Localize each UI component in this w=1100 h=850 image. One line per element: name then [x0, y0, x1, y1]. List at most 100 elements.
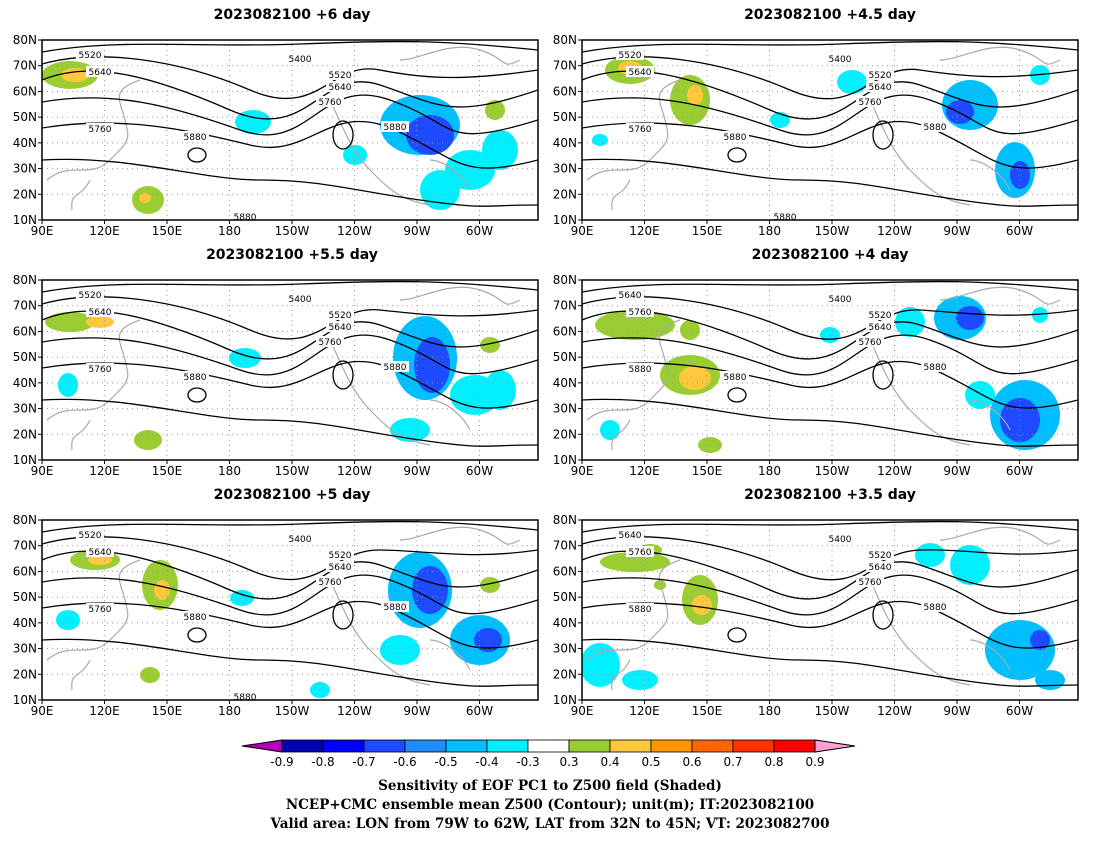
- contour-label: 5880: [924, 123, 947, 133]
- sensitivity-shade: [680, 320, 700, 340]
- z500-contour: [582, 94, 1078, 136]
- sensitivity-shade: [140, 667, 160, 683]
- sensitivity-shade: [412, 566, 448, 614]
- panel-title: 2023082100 +5.5 day: [206, 247, 378, 263]
- contour-label: 5880: [184, 133, 207, 143]
- z500-contour: [42, 550, 538, 600]
- sensitivity-shade: [582, 643, 620, 687]
- sensitivity-shade: [600, 420, 620, 440]
- lon-tick-label: 60W: [1006, 224, 1033, 238]
- lon-tick-label: 150E: [152, 464, 183, 478]
- z500-contour: [582, 574, 1078, 616]
- z500-contour: [582, 360, 1078, 409]
- contour-label: 5640: [619, 531, 642, 541]
- contour-label: 5760: [89, 365, 112, 375]
- lon-tick-label: 180: [758, 224, 781, 238]
- sensitivity-shade: [230, 590, 254, 606]
- colorbar-box: [732, 739, 775, 753]
- lon-tick-label: 120W: [877, 464, 912, 478]
- contour-label: 5760: [629, 125, 652, 135]
- lat-tick-label: 20N: [13, 427, 37, 441]
- lon-tick-label: 180: [758, 464, 781, 478]
- colorbar-tick-label: -0.6: [393, 755, 416, 769]
- lat-tick-label: 40N: [553, 376, 577, 390]
- lon-tick-label: 90W: [403, 224, 430, 238]
- sensitivity-shade: [837, 70, 867, 94]
- coastline: [71, 179, 91, 211]
- panel-title: 2023082100 +4 day: [751, 247, 909, 263]
- colorbar-tick-label: -0.8: [311, 755, 334, 769]
- sensitivity-shade: [915, 543, 945, 567]
- contour-label: 5760: [319, 578, 342, 588]
- z500-contour: [42, 70, 538, 120]
- contour-label: 5880: [774, 213, 797, 223]
- lat-tick-label: 70N: [13, 59, 37, 73]
- map-frame: [581, 519, 1079, 701]
- sensitivity-shade: [1035, 670, 1065, 690]
- lat-tick-label: 30N: [13, 162, 37, 176]
- lat-tick-label: 30N: [553, 642, 577, 656]
- map-panel: 5400 5520 5640 5760 5880 5640 5760 5880 80N 70N 60…: [553, 513, 1079, 718]
- contour-label: 5760: [629, 548, 652, 558]
- lon-tick-label: 150E: [692, 704, 723, 718]
- coastline: [71, 419, 91, 451]
- sensitivity-shade: [45, 312, 95, 332]
- map-frame: [41, 279, 539, 461]
- lon-tick-label: 120W: [877, 704, 912, 718]
- lat-tick-label: 80N: [553, 513, 577, 527]
- lon-tick-label: 120E: [89, 224, 120, 238]
- contour-label: 5640: [89, 548, 112, 558]
- z500-contour: [42, 56, 538, 100]
- z500-contour: [42, 296, 538, 340]
- footer-line-1: Sensitivity of EOF PC1 to Z500 field (Sh…: [378, 778, 722, 794]
- panel-title: 2023082100 +4.5 day: [744, 7, 916, 23]
- lon-tick-label: 90W: [403, 464, 430, 478]
- contour-label: 5760: [859, 338, 882, 348]
- contour-label: 5400: [829, 55, 852, 65]
- colorbar-box: [773, 739, 816, 753]
- lat-tick-label: 10N: [553, 453, 577, 467]
- contour-label: 5520: [79, 291, 102, 301]
- coastline: [611, 659, 631, 691]
- colorbar-box: [527, 739, 570, 753]
- lon-tick-label: 120W: [877, 224, 912, 238]
- colorbar-box: [650, 739, 693, 753]
- contour-label: 5520: [869, 71, 892, 81]
- lon-tick-label: 90E: [571, 704, 594, 718]
- contour-label: 5880: [184, 613, 207, 623]
- lat-tick-label: 60N: [13, 84, 37, 98]
- lon-tick-label: 120E: [89, 464, 120, 478]
- lon-tick-label: 120W: [337, 224, 372, 238]
- contour-label: 5640: [869, 563, 892, 573]
- lon-tick-label: 120W: [337, 704, 372, 718]
- z500-contour: [582, 600, 1078, 649]
- colorbar-tick-label: 0.8: [764, 755, 783, 769]
- lat-tick-label: 50N: [553, 350, 577, 364]
- lat-tick-label: 10N: [553, 693, 577, 707]
- lat-tick-label: 30N: [13, 642, 37, 656]
- lon-tick-label: 150W: [815, 464, 850, 478]
- coastline: [611, 179, 631, 211]
- colorbar-box: [363, 739, 406, 753]
- lat-tick-label: 60N: [553, 564, 577, 578]
- sensitivity-shade: [420, 170, 460, 210]
- map-panel: 5400 5520 5640 5760 5880 5520 5640 5760 5880 5880…: [553, 33, 1079, 238]
- contour-label: 5520: [79, 51, 102, 61]
- contour-label: 5640: [329, 83, 352, 93]
- footer-line-3: Valid area: LON from 79W to 62W, LAT fro…: [270, 816, 830, 832]
- z500-contour: [42, 360, 538, 409]
- map-frame: [581, 279, 1079, 461]
- lat-tick-label: 40N: [553, 616, 577, 630]
- map-panel: 5400 5520 5640 5760 5880 5640 5760 5880 5880 80N 7…: [553, 273, 1079, 478]
- lat-tick-label: 80N: [553, 33, 577, 47]
- coastline: [46, 559, 141, 661]
- z500-contour: [582, 398, 1078, 447]
- lat-tick-label: 60N: [553, 324, 577, 338]
- sensitivity-shade: [692, 595, 712, 615]
- z500-contour: [582, 296, 1078, 340]
- contour-label: 5520: [79, 531, 102, 541]
- lon-tick-label: 120W: [337, 464, 372, 478]
- contour-label: 5640: [329, 323, 352, 333]
- contour-label: 5400: [289, 535, 312, 545]
- map-frame: [41, 519, 539, 701]
